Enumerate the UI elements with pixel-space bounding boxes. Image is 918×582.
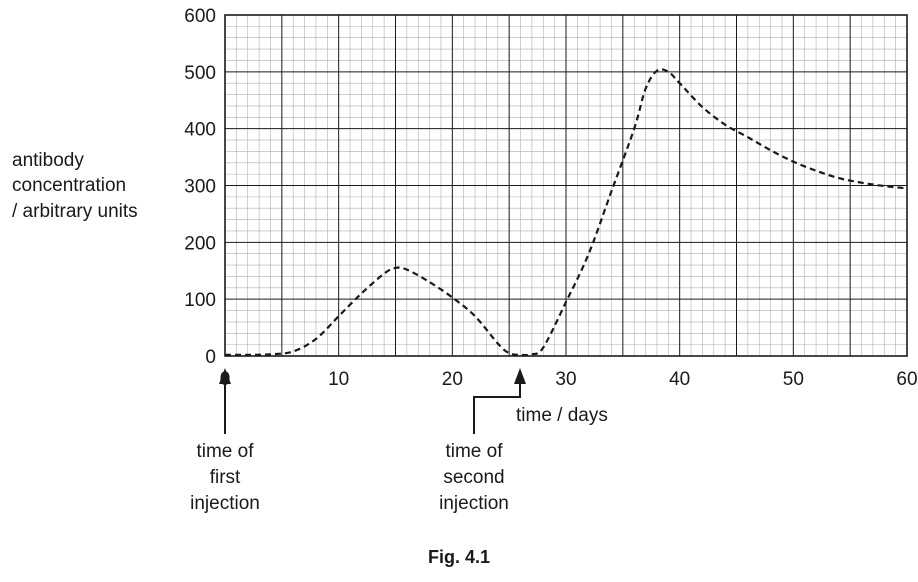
x-axis-ticks: 0102030405060 bbox=[220, 369, 918, 390]
y-tick-label: 0 bbox=[205, 347, 216, 368]
y-axis-label: antibody concentration / arbitrary units bbox=[12, 150, 138, 222]
first-injection-arrow-head bbox=[219, 368, 231, 384]
y-axis-label-line-2: concentration bbox=[12, 175, 126, 196]
first-injection-label-line-1: time of bbox=[196, 441, 254, 462]
y-tick-label: 200 bbox=[184, 233, 216, 254]
first-injection-label-line-3: injection bbox=[190, 493, 260, 514]
y-axis-ticks: 0 100 200 300 400 500 600 bbox=[184, 6, 216, 368]
y-tick-label: 400 bbox=[184, 120, 216, 141]
first-injection-marker: time of first injection bbox=[190, 368, 260, 514]
second-injection-label-line-3: injection bbox=[439, 493, 509, 514]
first-injection-label-line-2: first bbox=[210, 467, 241, 488]
plot-frame bbox=[224, 14, 908, 357]
y-tick-label: 600 bbox=[184, 6, 216, 27]
second-injection-arrow-head bbox=[514, 368, 526, 384]
y-axis-label-line-1: antibody bbox=[12, 150, 84, 171]
x-tick-label: 30 bbox=[555, 369, 576, 390]
x-tick-label: 10 bbox=[328, 369, 349, 390]
second-injection-arrow-shaft bbox=[473, 383, 521, 434]
figure-caption: Fig. 4.1 bbox=[428, 547, 490, 567]
x-axis-label: time / days bbox=[516, 405, 608, 426]
y-tick-label: 300 bbox=[184, 177, 216, 198]
antibody-curve bbox=[224, 68, 908, 357]
second-injection-label-line-2: second bbox=[443, 467, 504, 488]
x-tick-label: 20 bbox=[442, 369, 463, 390]
y-tick-label: 500 bbox=[184, 63, 216, 84]
second-injection-marker: time of second injection bbox=[439, 368, 526, 514]
second-injection-label-line-1: time of bbox=[445, 441, 503, 462]
y-axis-label-line-3: / arbitrary units bbox=[12, 201, 138, 222]
x-tick-label: 60 bbox=[896, 369, 917, 390]
x-tick-label: 40 bbox=[669, 369, 690, 390]
x-tick-label: 50 bbox=[783, 369, 804, 390]
y-tick-label: 100 bbox=[184, 290, 216, 311]
